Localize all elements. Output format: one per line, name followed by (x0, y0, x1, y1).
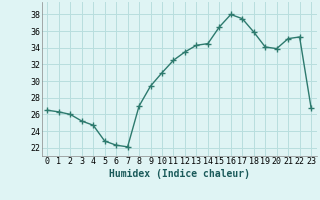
X-axis label: Humidex (Indice chaleur): Humidex (Indice chaleur) (109, 169, 250, 179)
